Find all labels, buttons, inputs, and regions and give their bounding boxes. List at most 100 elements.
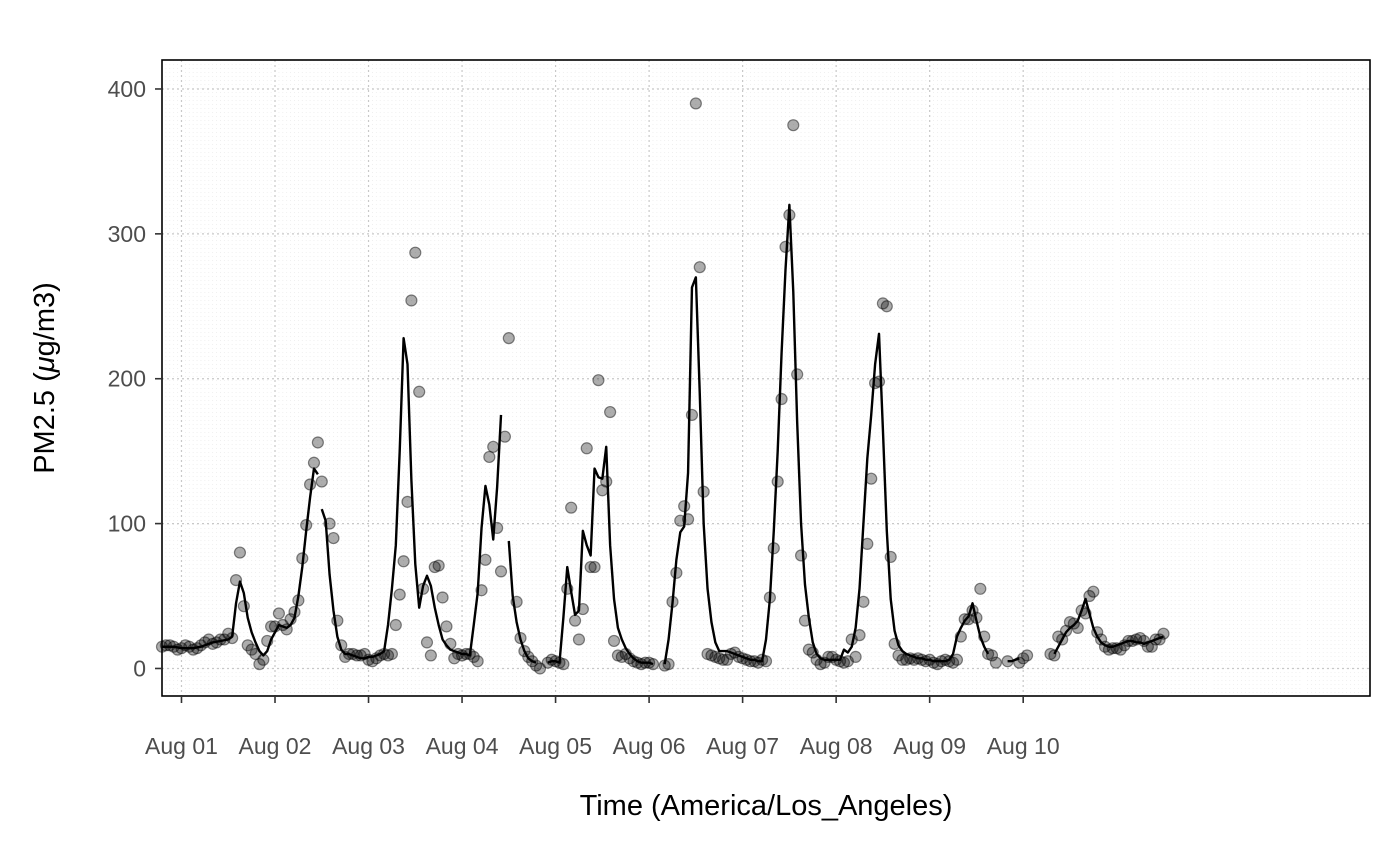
y-axis-title-mu: μ: [29, 356, 61, 373]
raw-data-point: [841, 655, 854, 668]
raw-data-point: [588, 560, 601, 574]
raw-data-point: [159, 639, 172, 652]
raw-data-point: [892, 649, 905, 662]
raw-data-point: [448, 652, 461, 665]
raw-data-point: [1048, 649, 1061, 662]
y-tick-label: 200: [108, 366, 146, 392]
raw-data-point: [646, 658, 660, 671]
grid-major-group: [162, 60, 1370, 696]
average-line-segment: [320, 336, 503, 660]
raw-data-point: [272, 607, 286, 620]
raw-data-point: [436, 591, 449, 604]
raw-data-point: [253, 658, 266, 671]
raw-data-point: [233, 546, 247, 559]
raw-data-point: [307, 456, 321, 469]
raw-data-point: [163, 639, 176, 652]
raw-data-point: [950, 653, 964, 666]
y-tick-label: 100: [108, 511, 146, 537]
raw-data-point: [385, 647, 399, 661]
raw-data-point: [572, 633, 586, 646]
average-line-segment: [547, 445, 654, 666]
raw-data-point: [1087, 585, 1100, 598]
raw-data-point: [315, 475, 328, 488]
raw-data-point: [720, 653, 734, 666]
y-tick-label: 300: [108, 221, 146, 247]
raw-data-point: [584, 560, 597, 574]
average-line-segment: [162, 467, 319, 657]
raw-data-point: [580, 442, 593, 455]
x-tick-label: Aug 06: [613, 733, 686, 759]
raw-data-point: [833, 655, 847, 668]
x-tick-label: Aug 01: [145, 733, 218, 759]
raw-data-point: [440, 620, 453, 633]
x-tick-label: Aug 10: [987, 733, 1060, 759]
raw-data-point: [884, 550, 897, 564]
raw-data-point: [568, 614, 582, 627]
y-axis-title-prefix: PM2.5 (: [29, 372, 61, 474]
y-tick-label: 0: [133, 655, 146, 681]
raw-data-point: [381, 649, 395, 662]
x-tick-label: Aug 09: [893, 733, 966, 759]
x-axis-title: Time (America/Los_Angeles): [580, 790, 953, 822]
raw-data-point: [771, 475, 784, 488]
raw-data-point: [787, 119, 800, 132]
raw-data-point: [876, 297, 890, 310]
raw-data-point: [709, 650, 722, 663]
raw-data-point: [397, 555, 410, 568]
y-tick-label: 400: [108, 76, 146, 102]
raw-data-point: [896, 653, 909, 666]
raw-data-point: [405, 294, 418, 307]
raw-data-point: [487, 440, 500, 453]
raw-data-point: [424, 649, 437, 662]
raw-data-point: [604, 405, 617, 419]
y-axis-title: PM2.5 (μg/m3): [29, 282, 61, 474]
raw-data-point: [311, 436, 324, 449]
x-tick-label: Aug 08: [800, 733, 873, 759]
x-tick-label: Aug 02: [239, 733, 312, 759]
raw-data-point: [989, 656, 1003, 669]
raw-data-point: [409, 246, 422, 259]
raw-data-point: [791, 368, 804, 381]
raw-data-point: [432, 559, 445, 572]
raw-data-point: [241, 639, 254, 652]
average-line-group: [162, 203, 1164, 666]
raw-data-point: [974, 582, 987, 595]
raw-data-point: [565, 501, 578, 514]
average-line-segment: [1053, 597, 1164, 655]
x-tick-label: Aug 03: [332, 733, 405, 759]
raw-data-point: [939, 653, 952, 666]
y-axis-title-suffix: g/m3): [29, 282, 61, 356]
raw-data-point: [303, 478, 317, 491]
average-line-segment: [1007, 657, 1020, 663]
raw-data-point: [479, 553, 492, 566]
raw-data-point: [689, 97, 702, 110]
x-tick-label: Aug 07: [706, 733, 779, 759]
raw-data-point: [615, 650, 628, 663]
raw-data-point: [389, 618, 402, 632]
raw-data-point: [985, 649, 999, 662]
raw-data-point: [494, 565, 508, 578]
raw-data-point: [775, 392, 788, 406]
raw-data-point: [327, 531, 340, 545]
raw-data-point: [245, 643, 258, 656]
average-line-segment: [507, 540, 537, 664]
x-axis: Aug 01 Aug 02 Aug 03 Aug 04 Aug 05 Aug 06 Aug …: [145, 696, 1060, 759]
raw-data-point: [592, 374, 605, 387]
raw-data-point: [428, 560, 441, 574]
raw-data-point: [413, 385, 426, 398]
raw-data-point: [1044, 647, 1057, 661]
y-axis: 0 100 200 300 400: [108, 76, 162, 681]
raw-points-group: [155, 97, 1170, 675]
raw-data-point: [611, 649, 625, 662]
x-tick-label: Aug 04: [426, 733, 499, 759]
raw-data-point: [533, 662, 547, 675]
raw-data-point: [713, 652, 726, 665]
raw-data-point: [1020, 649, 1034, 662]
x-tick-label: Aug 05: [519, 733, 592, 759]
raw-data-point: [607, 634, 621, 648]
raw-data-point: [880, 300, 893, 313]
raw-data-point: [471, 655, 484, 668]
raw-data-point: [483, 450, 496, 464]
raw-data-point: [794, 549, 808, 562]
